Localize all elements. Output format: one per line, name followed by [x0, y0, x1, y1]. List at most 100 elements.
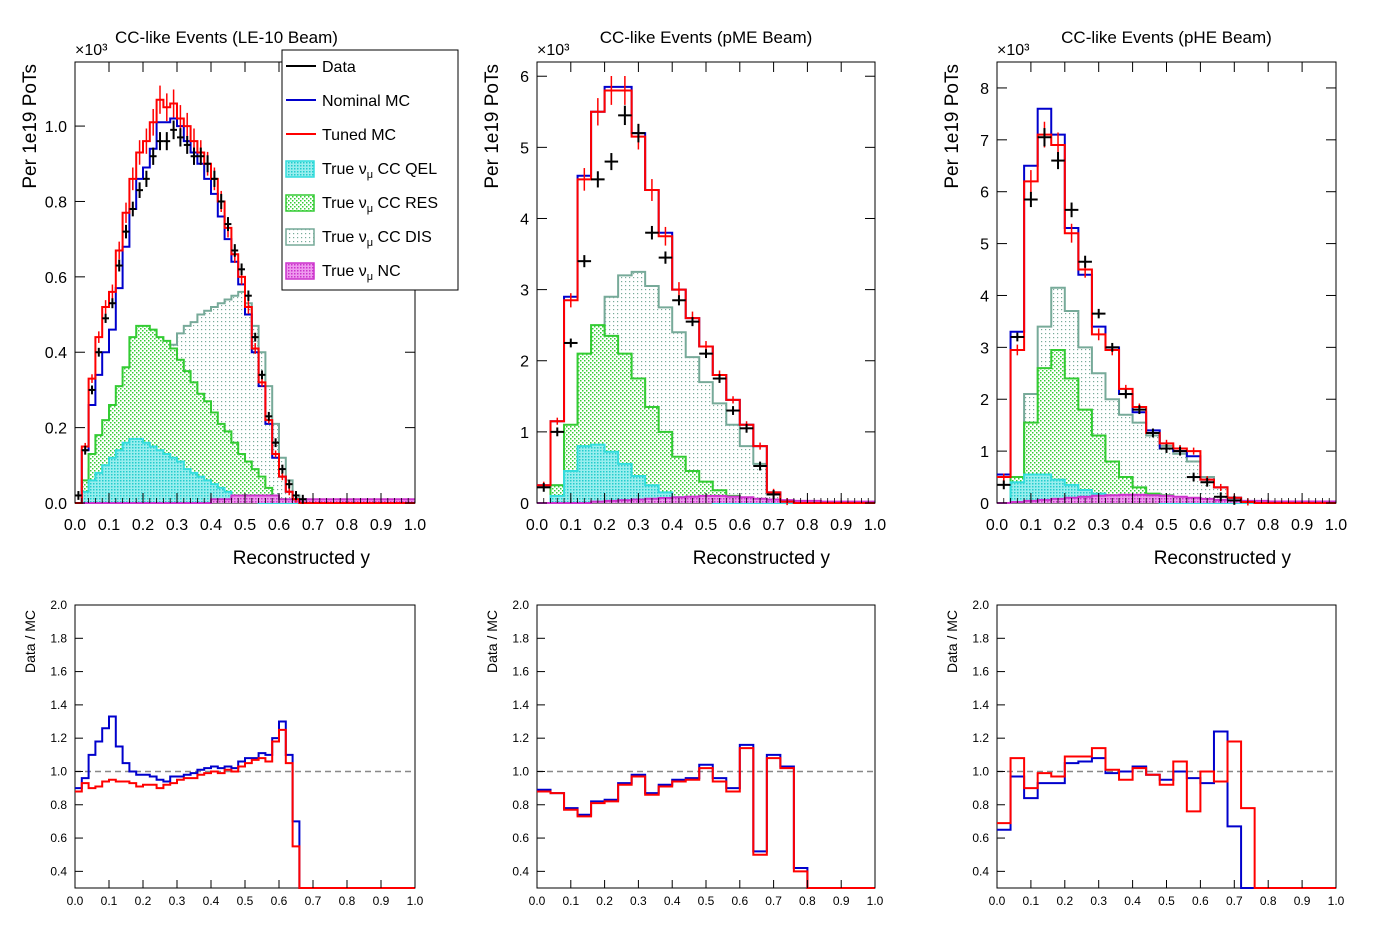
panel-2-title: CC-like Events (pHE Beam): [1061, 28, 1272, 47]
panel-1-xlabel: Reconstructed y: [693, 548, 831, 569]
panel-0-xlabel: Reconstructed y: [233, 548, 371, 569]
legend-entry-5-swatch: [285, 228, 315, 246]
legend-entry-4-label: True νμ CC RES: [322, 195, 438, 215]
ratio-panel-1-xtick-label-2: 0.2: [596, 894, 613, 908]
legend-entry-2: Tuned MC: [286, 127, 396, 144]
panels-layer: 0.0 0.1 0.2 0.3 0.4 0.5 0.6 0.7 0.8 0.9 1.0 0.0 0.2 0…: [20, 28, 1347, 908]
legend-entry-1: Nominal MC: [286, 93, 410, 110]
panel-0-ytick-label-0: 0.0: [45, 496, 67, 513]
ratio-panel-0-xtick-label-8: 0.8: [339, 894, 356, 908]
ratio-panel-2-ytick-label-6: 1.6: [972, 665, 989, 679]
panel-1-data-point-1: [550, 427, 565, 437]
ratio-panel-0-ylabel: Data / MC: [22, 610, 38, 673]
ratio-panel-0-ytick-label-8: 2.0: [50, 598, 67, 612]
ratio-panel-0-xtick-label-2: 0.2: [135, 894, 152, 908]
ratio-panel-1-xtick-label-9: 0.9: [833, 894, 850, 908]
panel-0-data-point-32: [292, 491, 300, 500]
ratio-panel-1-xtick-label-7: 0.7: [765, 894, 782, 908]
panel-1-data-point-3: [577, 255, 592, 268]
ratio-panel-1-xtick-label-1: 0.1: [562, 894, 579, 908]
panel-0-data-point-5: [109, 298, 116, 309]
panel-2-xtick-label-6: 0.6: [1189, 517, 1211, 534]
ratio-panel-1-xtick-label-4: 0.4: [664, 894, 681, 908]
panel-2-data-point-13: [1173, 446, 1187, 456]
ratio-panel-1-ytick-label-1: 0.6: [512, 831, 529, 845]
panel-2-data-point-7: [1091, 308, 1106, 319]
panel-1-xtick-label-3: 0.3: [627, 517, 649, 534]
panel-0-data-point-27: [258, 370, 266, 380]
ratio-panel-1-xtick-label-8: 0.8: [799, 894, 816, 908]
panel-0-tuned-line: [75, 98, 415, 504]
panel-2-data-point-11: [1146, 428, 1160, 438]
panel-2-xtick-label-1: 0.1: [1020, 517, 1042, 534]
ratio-panel-2-ytick-label-1: 0.6: [972, 831, 989, 845]
panel-2-res-fill: [997, 349, 1336, 503]
panel-2-data-point-3: [1037, 128, 1052, 147]
panel-2-data-point-10: [1132, 405, 1147, 415]
legend-entry-0: Data: [286, 59, 356, 76]
panel-1-xtick-label-6: 0.6: [729, 517, 751, 534]
panel-2-xtick-label-10: 1.0: [1325, 517, 1347, 534]
panel-1-data-point-5: [604, 153, 619, 171]
panel-0-ylabel: Per 1e19 PoTs: [20, 64, 41, 189]
panel-0-data-point-0: [75, 491, 82, 500]
panel-0-data-point-28: [265, 411, 273, 421]
panel-1-data-point-0: [537, 482, 551, 492]
ratio-panel-0: 0.0 0.1 0.2 0.3 0.4 0.5 0.6 0.7 0.8 0.9 1.0 0.4 0.6 0…: [22, 598, 424, 908]
panel-1-data-point-7: [631, 123, 646, 143]
panel-1-xtick-label-8: 0.8: [796, 517, 818, 534]
panel-0-xtick-label-0: 0.0: [64, 517, 86, 534]
ratio-panel-2-ytick-label-7: 1.8: [972, 631, 989, 645]
panel-0-data-point-9: [136, 182, 143, 198]
legend-entry-3-swatch: [285, 160, 315, 178]
panel-2-exponent-label: ×10³: [997, 42, 1030, 59]
panel-2-xtick-label-4: 0.4: [1121, 517, 1143, 534]
panel-2-data-point-1: [1010, 332, 1025, 342]
panel-1-ytick-label-2: 2: [520, 354, 529, 371]
panel-2-ytick-label-6: 6: [980, 185, 989, 202]
panel-0-data-point-2: [88, 385, 96, 395]
panel-1-xtick-label-0: 0.0: [526, 517, 548, 534]
panel-1-data-point-2: [564, 338, 578, 348]
panel-2-xtick-label-7: 0.7: [1223, 517, 1245, 534]
ratio-panel-2-ytick-label-3: 1.0: [972, 764, 989, 778]
panel-0-xtick-label-7: 0.7: [302, 517, 324, 534]
panel-2-xtick-label-5: 0.5: [1155, 517, 1177, 534]
ratio-panel-1-ytick-label-6: 1.6: [512, 665, 529, 679]
panel-0-xtick-label-2: 0.2: [132, 517, 154, 534]
panel-0-xtick-label-8: 0.8: [336, 517, 358, 534]
panel-0-xtick-label-10: 1.0: [404, 517, 426, 534]
ratio-panel-0-xtick-label-0: 0.0: [67, 894, 84, 908]
panel-1-ytick-label-5: 5: [520, 140, 529, 157]
panel-1-xtick-label-4: 0.4: [661, 517, 683, 534]
panel-1-xtick-label-10: 1.0: [864, 517, 886, 534]
panel-0-nc-line: [75, 494, 415, 504]
panel-2-ytick-label-7: 7: [980, 133, 989, 150]
panel-0-data-point-30: [279, 464, 286, 474]
panel-1-data-point-13: [712, 374, 727, 383]
panel-2-data-point-8: [1105, 342, 1120, 352]
panel-0-data-point-10: [143, 170, 150, 187]
ratio-panel-2: 0.0 0.1 0.2 0.3 0.4 0.5 0.6 0.7 0.8 0.9 1.0 0.4 0.6 0…: [944, 598, 1345, 908]
panel-0-xtick-label-1: 0.1: [98, 517, 120, 534]
ratio-panel-0-xtick-label-9: 0.9: [373, 894, 390, 908]
panel-2-xtick-label-9: 0.9: [1291, 517, 1313, 534]
panel-2-data-point-9: [1119, 389, 1133, 399]
legend-entry-1-label: Nominal MC: [322, 93, 410, 110]
ratio-panel-1-xtick-label-3: 0.3: [630, 894, 647, 908]
panel-2-xtick-label-0: 0.0: [986, 517, 1008, 534]
panel-1-data-point-10: [672, 295, 686, 306]
panel-1-ylabel: Per 1e19 PoTs: [482, 64, 503, 189]
ratio-panel-0-ytick-label-1: 0.6: [50, 831, 67, 845]
ratio-panel-2-xtick-label-4: 0.4: [1124, 894, 1141, 908]
legend-entry-3: True νμ CC QEL: [285, 160, 437, 181]
ratio-panel-2-xtick-label-10: 1.0: [1328, 894, 1345, 908]
ratio-panel-2-frame: [996, 604, 1337, 889]
ratio-panel-0-ytick-label-6: 1.6: [50, 665, 67, 679]
ratio-panel-0-ytick-label-0: 0.4: [50, 864, 67, 878]
ratio-panel-0-xtick-label-5: 0.5: [237, 894, 254, 908]
ratio-panel-1-ytick-label-0: 0.4: [512, 864, 529, 878]
ratio-panel-1-ytick-label-3: 1.0: [512, 764, 529, 778]
panel-0-data-point-1: [81, 445, 89, 455]
legend-entry-5: True νμ CC DIS: [285, 228, 432, 249]
